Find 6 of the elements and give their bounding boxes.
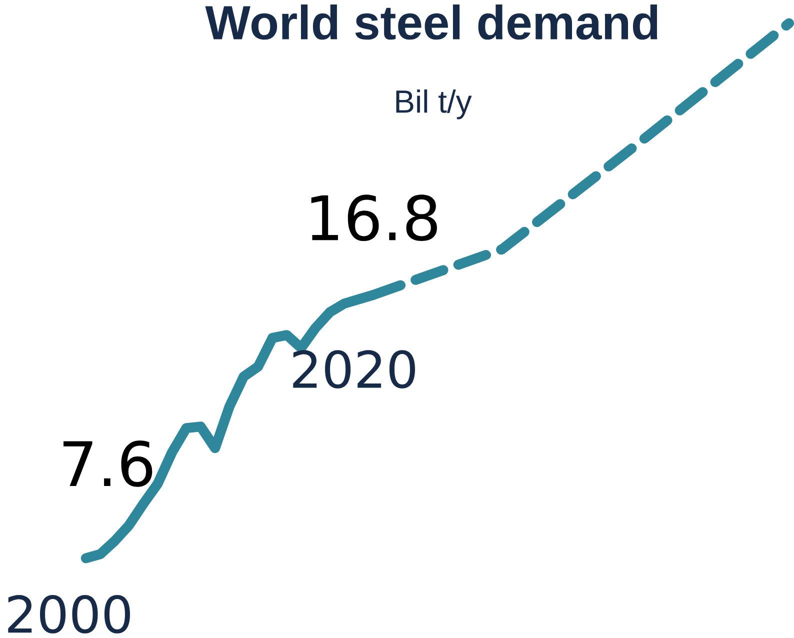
text: Bil t/y bbox=[396, 90, 472, 120]
data-label: 7.6 bbox=[64, 440, 152, 487]
annotation: 2020 bbox=[293, 350, 415, 388]
data-label: 16.8 bbox=[311, 194, 437, 242]
text: 2000 bbox=[8, 595, 130, 634]
chart-title: World steel demand bbox=[205, 4, 658, 40]
